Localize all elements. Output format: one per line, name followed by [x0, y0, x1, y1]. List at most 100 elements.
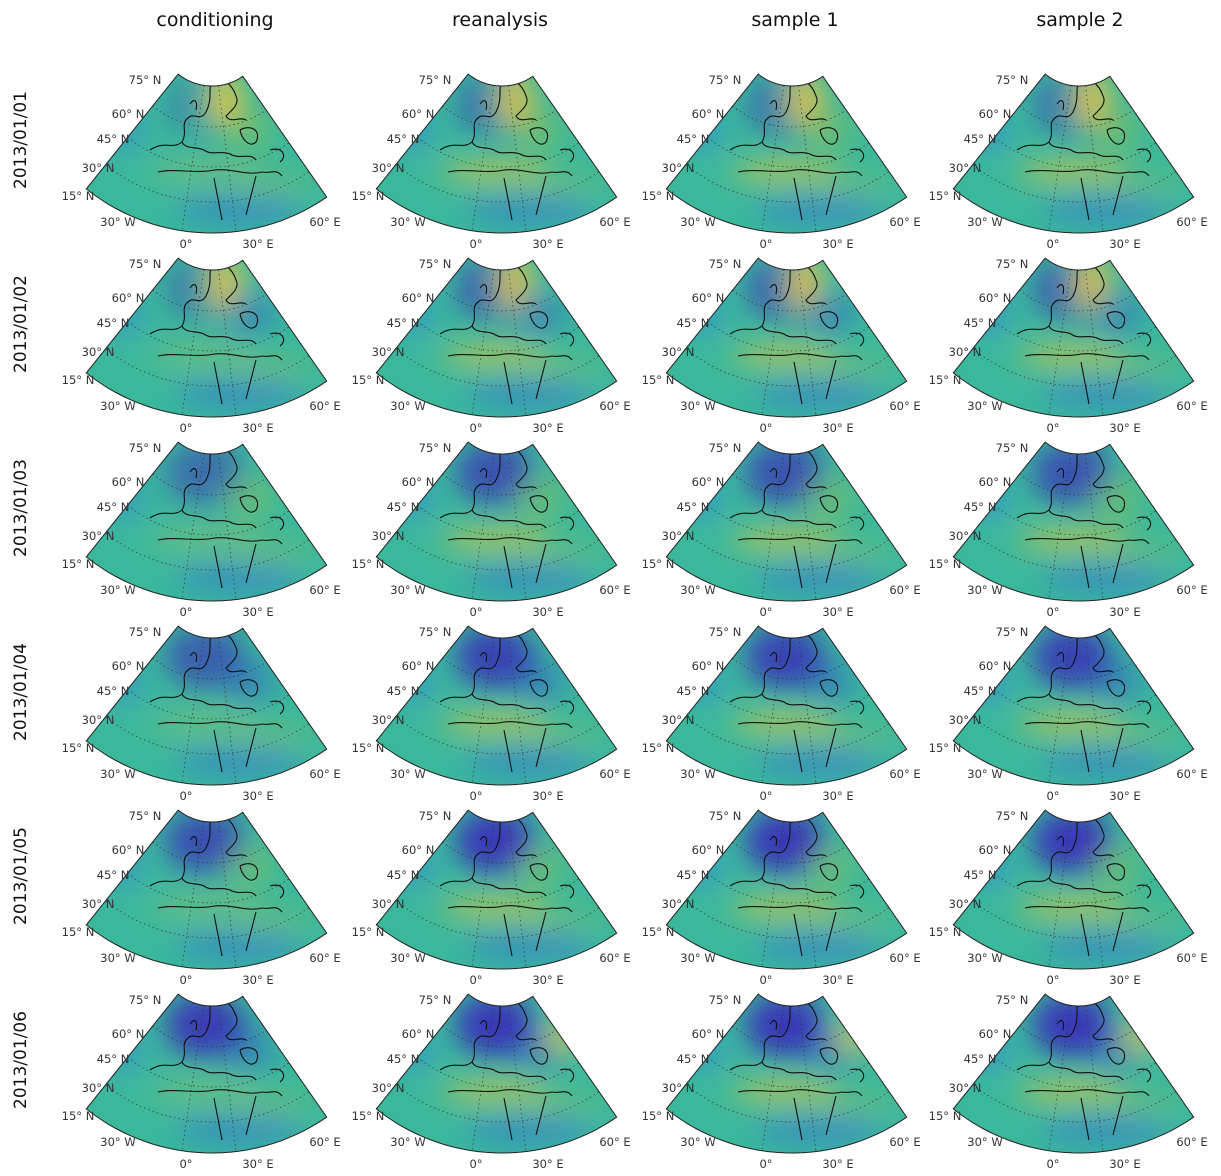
graticule	[181, 269, 205, 415]
graticule	[707, 1057, 870, 1088]
lon-label: 30° E	[532, 237, 563, 251]
graticule	[508, 269, 527, 416]
blob	[515, 844, 565, 888]
lon-label: 30° E	[1109, 605, 1140, 619]
lat-label: 15° N	[62, 1109, 95, 1123]
lon-label: 30° E	[822, 1157, 853, 1171]
lon-label: 0°	[1046, 237, 1059, 251]
map-panel: 75° N 60° N 45° N 30° N 15° N 30° W 60° E 0° 30°…	[62, 257, 341, 435]
blob	[755, 1118, 885, 1142]
blob	[440, 899, 550, 917]
map-frame	[952, 809, 1195, 970]
lon-label: 30° W	[100, 951, 135, 965]
row-label: 2013/01/05	[11, 827, 31, 925]
blob	[175, 566, 305, 590]
lon-label: 60° E	[1176, 951, 1207, 965]
graticule	[417, 873, 580, 904]
graticule	[395, 900, 600, 939]
lat-label: 45° N	[964, 132, 997, 146]
lat-label: 45° N	[387, 684, 420, 698]
coastline	[149, 446, 285, 589]
lat-label: 60° N	[112, 291, 145, 305]
lat-label: 75° N	[419, 625, 452, 639]
graticule	[417, 137, 580, 168]
lat-label: 75° N	[709, 993, 742, 1007]
blob	[1092, 476, 1142, 520]
graticule	[972, 348, 1177, 387]
lat-label: 15° N	[642, 741, 675, 755]
map-frame	[665, 73, 908, 234]
lat-label: 45° N	[677, 500, 710, 514]
lat-label: 45° N	[97, 132, 130, 146]
graticule	[471, 85, 495, 231]
blob	[465, 566, 595, 590]
blob	[805, 660, 855, 704]
lat-label: 60° N	[979, 291, 1012, 305]
lat-label: 60° N	[112, 107, 145, 121]
map-frame	[375, 625, 618, 786]
graticule	[127, 137, 290, 168]
graticule	[417, 1057, 580, 1088]
graticule	[761, 269, 785, 415]
lat-label: 45° N	[677, 132, 710, 146]
lon-label: 30° E	[822, 237, 853, 251]
lat-label: 60° N	[402, 291, 435, 305]
lat-label: 15° N	[929, 189, 962, 203]
lat-label: 75° N	[419, 441, 452, 455]
blob	[1017, 1083, 1127, 1101]
field-blobs	[675, 442, 895, 590]
lon-label: 0°	[759, 973, 772, 987]
graticule	[395, 716, 600, 755]
lon-label: 30° W	[390, 583, 425, 597]
blob	[465, 1118, 595, 1142]
blob	[730, 347, 840, 365]
blob	[515, 108, 565, 152]
graticule	[508, 85, 527, 232]
blob	[175, 382, 305, 406]
lat-label: 60° N	[402, 843, 435, 857]
blob	[755, 382, 885, 406]
lon-label: 0°	[1046, 973, 1059, 987]
blob	[730, 163, 840, 181]
map-panel: 75° N 60° N 45° N 30° N 15° N 30° W 60° E 0° 30°…	[929, 993, 1208, 1171]
graticule	[105, 1084, 310, 1123]
blob	[515, 476, 565, 520]
graticule	[972, 532, 1177, 571]
lon-label: 30° E	[822, 605, 853, 619]
lat-label: 30° N	[372, 897, 405, 911]
blob	[755, 198, 885, 222]
coastline	[439, 998, 575, 1141]
graticule	[707, 873, 870, 904]
lat-label: 30° N	[662, 345, 695, 359]
blob	[440, 163, 550, 181]
map-frame	[665, 625, 908, 786]
blob	[1042, 1118, 1172, 1142]
map-field	[86, 994, 327, 1153]
graticule	[1048, 85, 1072, 231]
map-frame	[85, 809, 328, 970]
lat-label: 60° N	[979, 107, 1012, 121]
blob	[175, 1118, 305, 1142]
blob	[440, 347, 550, 365]
lat-label: 60° N	[402, 107, 435, 121]
lon-label: 30° W	[680, 1135, 715, 1149]
lat-label: 45° N	[677, 1052, 710, 1066]
graticule	[127, 689, 290, 720]
lat-label: 75° N	[129, 809, 162, 823]
coastline	[729, 262, 865, 405]
graticule	[972, 164, 1177, 203]
lon-label: 0°	[469, 421, 482, 435]
lat-label: 45° N	[387, 1052, 420, 1066]
blob	[150, 715, 260, 733]
blob	[805, 292, 855, 336]
lat-label: 75° N	[419, 257, 452, 271]
graticule	[1085, 85, 1104, 232]
lon-label: 0°	[1046, 605, 1059, 619]
blob	[150, 899, 260, 917]
blob	[1042, 382, 1172, 406]
lon-label: 60° E	[889, 1135, 920, 1149]
column-header: sample 2	[1036, 9, 1123, 31]
lon-label: 60° E	[309, 1135, 340, 1149]
lat-label: 30° N	[949, 161, 982, 175]
lat-label: 30° N	[949, 1081, 982, 1095]
